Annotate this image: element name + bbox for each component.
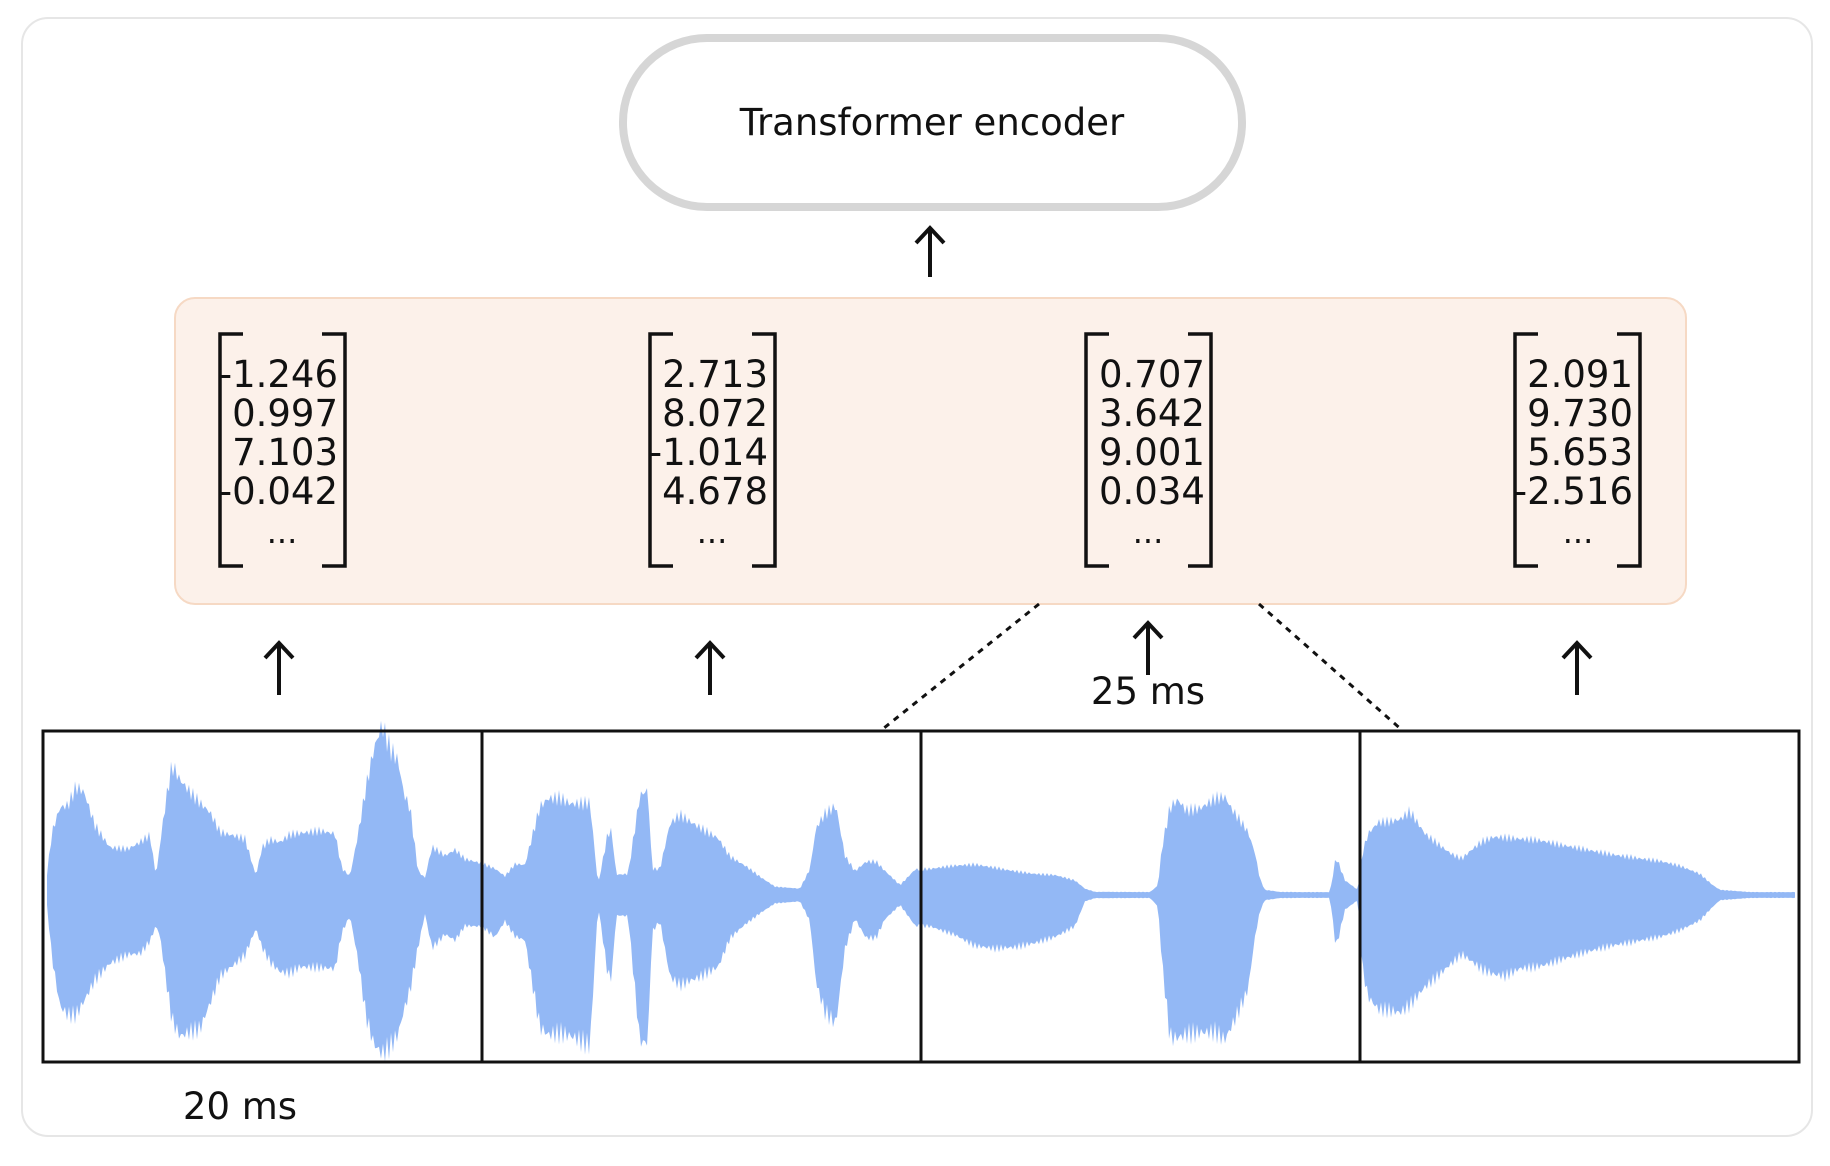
vector-1-value-4: -0.042: [219, 470, 338, 513]
transformer-encoder-box: [619, 34, 1246, 211]
vector-1-right-bracket: [322, 332, 347, 568]
embedding-vector-4: 2.091 9.730 5.653 -2.516 ...: [1513, 332, 1642, 568]
vector-1-left-bracket: [218, 332, 243, 568]
window-left-line: [883, 602, 1040, 730]
arrow-frame-3: [1132, 620, 1164, 675]
vector-3-value-4: 0.034: [1099, 470, 1205, 513]
vector-3-value-2: 3.642: [1099, 392, 1205, 435]
vector-4-value-1: 2.091: [1515, 353, 1633, 396]
window-length-label: 25 ms: [1091, 670, 1205, 713]
vector-4-value-4: -2.516: [1514, 470, 1633, 513]
vector-4-right-bracket: [1617, 332, 1642, 568]
embedding-panel: [174, 297, 1687, 605]
vector-2-value-3: -1.014: [649, 431, 768, 474]
arrow-to-encoder: [914, 225, 946, 277]
vector-4-ellipsis: ...: [1563, 513, 1594, 551]
embedding-vector-1: -1.246 0.997 7.103 -0.042 ...: [218, 332, 347, 568]
frame-stride-label: 20 ms: [183, 1085, 297, 1128]
vector-3-value-1: 0.707: [1099, 353, 1205, 396]
arrow-frame-2: [694, 640, 726, 695]
vector-1-ellipsis: ...: [267, 513, 298, 551]
vector-2-value-4: 4.678: [650, 470, 768, 513]
vector-2-ellipsis: ...: [697, 513, 728, 551]
frame-box-4: [1358, 729, 1801, 1064]
vector-4-value-3: 5.653: [1515, 431, 1633, 474]
vector-3-right-bracket: [1188, 332, 1213, 568]
vector-1-value-3: 7.103: [220, 431, 338, 474]
vector-3-ellipsis: ...: [1133, 513, 1164, 551]
frame-boxes: [41, 729, 1801, 1064]
embedding-vector-2: 2.713 8.072 -1.014 4.678 ...: [648, 332, 777, 568]
vector-2-value-1: 2.713: [650, 353, 768, 396]
vector-3-left-bracket: [1084, 332, 1109, 568]
vector-4-value-2: 9.730: [1515, 392, 1633, 435]
vector-2-right-bracket: [752, 332, 777, 568]
vector-2-value-2: 8.072: [650, 392, 768, 435]
window-right-line: [1258, 602, 1404, 733]
vector-1-value-1: -1.246: [219, 353, 338, 396]
vector-4-left-bracket: [1513, 332, 1538, 568]
window-dotted-lines: [883, 602, 1404, 733]
arrow-frame-1: [263, 640, 295, 695]
embedding-vector-3: 0.707 3.642 9.001 0.034 ...: [1084, 332, 1213, 568]
arrow-frame-4: [1561, 640, 1593, 695]
vector-3-value-3: 9.001: [1099, 431, 1205, 474]
transformer-encoder-label: Transformer encoder: [739, 101, 1125, 144]
vector-2-left-bracket: [648, 332, 673, 568]
vector-1-value-2: 0.997: [220, 392, 338, 435]
